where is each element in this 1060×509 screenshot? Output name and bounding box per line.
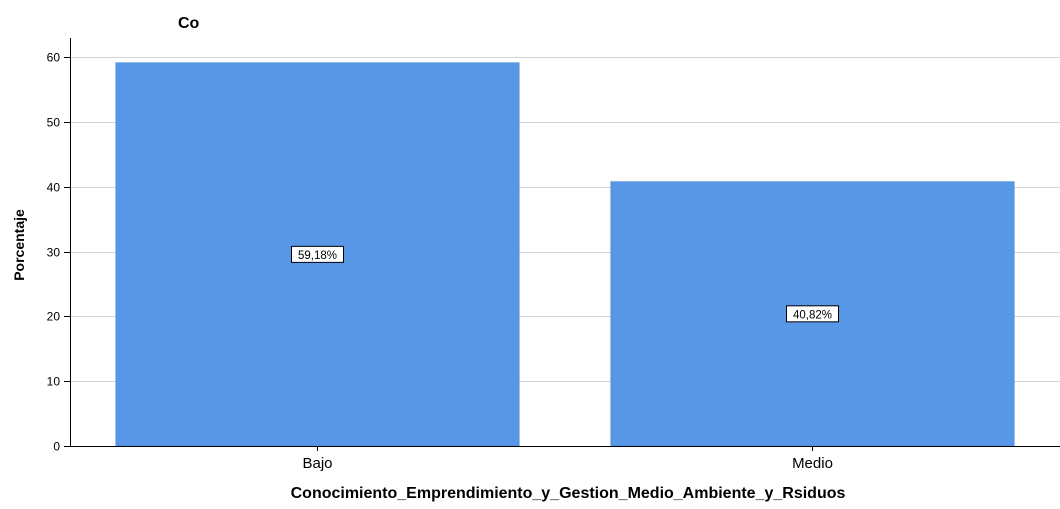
y-tick-label: 50 <box>47 116 61 130</box>
x-tick-label: Medio <box>792 455 833 472</box>
y-tick-label: 0 <box>53 440 60 454</box>
data-label-box <box>786 305 839 323</box>
data-label: 40,82% <box>793 309 832 321</box>
x-axis-label: Conocimiento_Emprendimiento_y_Gestion_Me… <box>291 485 846 502</box>
axes: 0 10 20 30 40 50 60 Bajo Medio <box>47 38 1060 472</box>
bars <box>115 62 1015 447</box>
y-tick-label: 20 <box>47 310 61 324</box>
x-tick-label: Bajo <box>302 455 332 472</box>
y-tick-label: 40 <box>47 181 61 195</box>
data-label: 59,18% <box>298 250 337 262</box>
data-labels: 59,18% 40,82% <box>291 245 839 323</box>
chart-title: Co <box>178 15 200 32</box>
y-tick-label: 60 <box>47 51 61 65</box>
data-label-box <box>291 245 344 263</box>
y-tick-label: 30 <box>47 246 61 260</box>
y-tick-label: 10 <box>47 375 61 389</box>
y-axis-label: Porcentaje <box>11 209 27 281</box>
